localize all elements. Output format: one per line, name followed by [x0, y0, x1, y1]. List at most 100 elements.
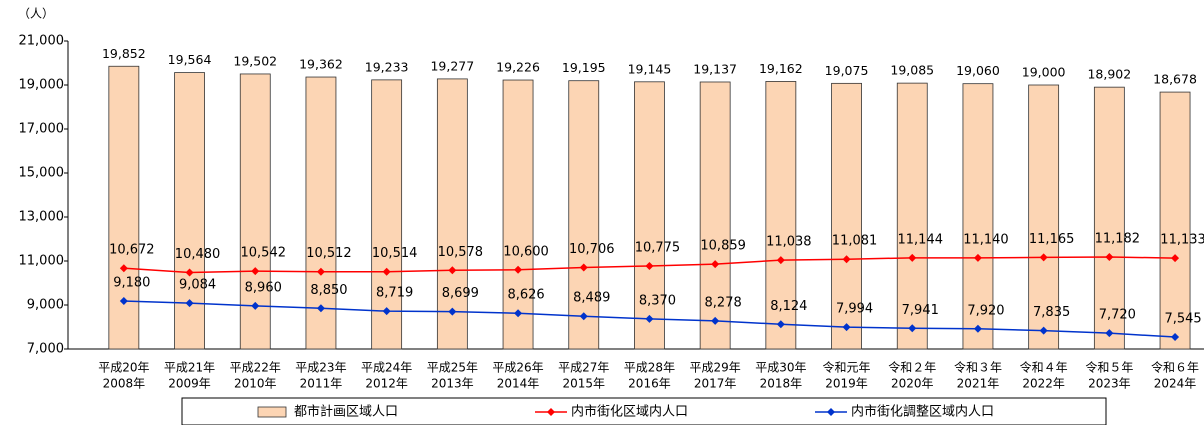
- line-value-label: 8,124: [770, 299, 807, 314]
- point: [776, 320, 785, 329]
- bar: [305, 76, 337, 350]
- line-value-label: 11,133: [1160, 233, 1204, 248]
- y-tick-label: 15,000: [19, 166, 65, 181]
- point: [908, 324, 917, 333]
- x-tick-label: 平成28年: [624, 361, 675, 375]
- point: [119, 264, 128, 273]
- point: [973, 253, 982, 262]
- x-tick-label: 2021年: [957, 377, 1000, 391]
- point: [185, 299, 194, 308]
- legend-swatch: [257, 406, 287, 418]
- point: [514, 265, 523, 274]
- line-value-label: 9,180: [113, 276, 150, 291]
- bar: [108, 65, 140, 350]
- x-tick-label: 平成30年: [755, 361, 806, 375]
- line-value-label: 8,278: [705, 295, 742, 310]
- point: [711, 316, 720, 325]
- x-tick-label: 平成29年: [690, 361, 741, 375]
- bar-value-label: 19,233: [365, 59, 409, 74]
- bar: [1093, 86, 1125, 350]
- x-tick-label: 令和３年: [954, 360, 1002, 375]
- point: [382, 267, 391, 276]
- point: [645, 261, 654, 270]
- x-tick-label: 2009年: [168, 377, 211, 391]
- point: [251, 301, 260, 310]
- bar-value-label: 19,277: [430, 58, 474, 73]
- point: [119, 297, 128, 306]
- line-value-label: 10,512: [306, 246, 352, 261]
- bar: [765, 81, 797, 350]
- x-tick-label: 2024年: [1154, 377, 1197, 391]
- x-tick-label: 平成20年: [98, 361, 149, 375]
- bar-value-label: 19,075: [825, 63, 869, 78]
- point: [842, 323, 851, 332]
- x-tick-label: 令和２年: [888, 360, 936, 375]
- line-value-label: 7,994: [836, 302, 873, 317]
- x-tick-label: 2014年: [497, 377, 540, 391]
- unit-label: （人）: [18, 7, 54, 21]
- point: [1039, 253, 1048, 262]
- bar: [699, 81, 731, 350]
- y-tick-label: 9,000: [27, 298, 64, 313]
- line-value-label: 11,144: [898, 232, 944, 247]
- line-value-label: 8,960: [245, 280, 282, 295]
- point: [579, 263, 588, 272]
- x-tick-label: 2017年: [694, 377, 737, 391]
- x-tick-label: 2010年: [234, 377, 277, 391]
- point: [776, 256, 785, 265]
- point: [448, 266, 457, 275]
- bar: [962, 83, 994, 350]
- x-tick-label: 2022年: [1022, 377, 1065, 391]
- x-tick-label: 平成26年: [492, 361, 543, 375]
- line-value-label: 10,578: [438, 245, 484, 260]
- y-tick-label: 17,000: [19, 122, 65, 137]
- x-tick-label: 2023年: [1088, 377, 1131, 391]
- y-tick-label: 11,000: [19, 254, 65, 269]
- bar-value-label: 18,678: [1153, 72, 1197, 87]
- y-tick-label: 21,000: [19, 34, 65, 49]
- line-value-label: 8,370: [639, 293, 676, 308]
- line-value-label: 8,850: [310, 283, 347, 298]
- bar-value-label: 19,060: [956, 63, 1000, 78]
- legend-box: [181, 397, 1107, 425]
- bar: [1159, 91, 1191, 350]
- point: [1171, 254, 1180, 263]
- legend-label: 都市計画区域人口: [294, 404, 398, 420]
- legend-swatch: [827, 408, 835, 416]
- line-value-label: 8,489: [573, 291, 610, 306]
- point: [711, 260, 720, 269]
- line-value-label: 8,699: [442, 286, 479, 301]
- bar: [896, 82, 928, 350]
- line-value-label: 9,084: [179, 278, 216, 293]
- x-tick-label: 2013年: [431, 377, 474, 391]
- point: [1171, 333, 1180, 342]
- point: [185, 268, 194, 277]
- x-tick-label: 平成22年: [230, 361, 281, 375]
- line-value-label: 11,140: [963, 232, 1009, 247]
- line-value-label: 7,941: [902, 303, 939, 318]
- bar: [436, 78, 468, 350]
- line-value-label: 10,859: [700, 239, 746, 254]
- point: [316, 267, 325, 276]
- point: [579, 312, 588, 321]
- bar-value-label: 19,145: [628, 61, 672, 76]
- legend-label: 内市街化区域内人口: [571, 404, 688, 420]
- line-value-label: 10,514: [372, 246, 418, 261]
- line-value-label: 11,165: [1029, 232, 1075, 247]
- line-value-label: 11,081: [832, 234, 878, 249]
- line-value-label: 7,545: [1164, 312, 1201, 327]
- x-tick-label: 2015年: [562, 377, 605, 391]
- line-value-label: 8,626: [507, 288, 544, 303]
- y-tick-label: 7,000: [27, 342, 64, 357]
- point: [316, 304, 325, 313]
- point: [908, 253, 917, 262]
- bar: [1028, 84, 1060, 350]
- point: [973, 324, 982, 333]
- x-tick-label: 平成25年: [427, 361, 478, 375]
- line-value-label: 7,720: [1099, 308, 1136, 323]
- line-value-label: 10,775: [635, 240, 681, 255]
- line-value-label: 7,920: [967, 303, 1004, 318]
- line-value-label: 10,706: [569, 242, 615, 257]
- point: [448, 307, 457, 316]
